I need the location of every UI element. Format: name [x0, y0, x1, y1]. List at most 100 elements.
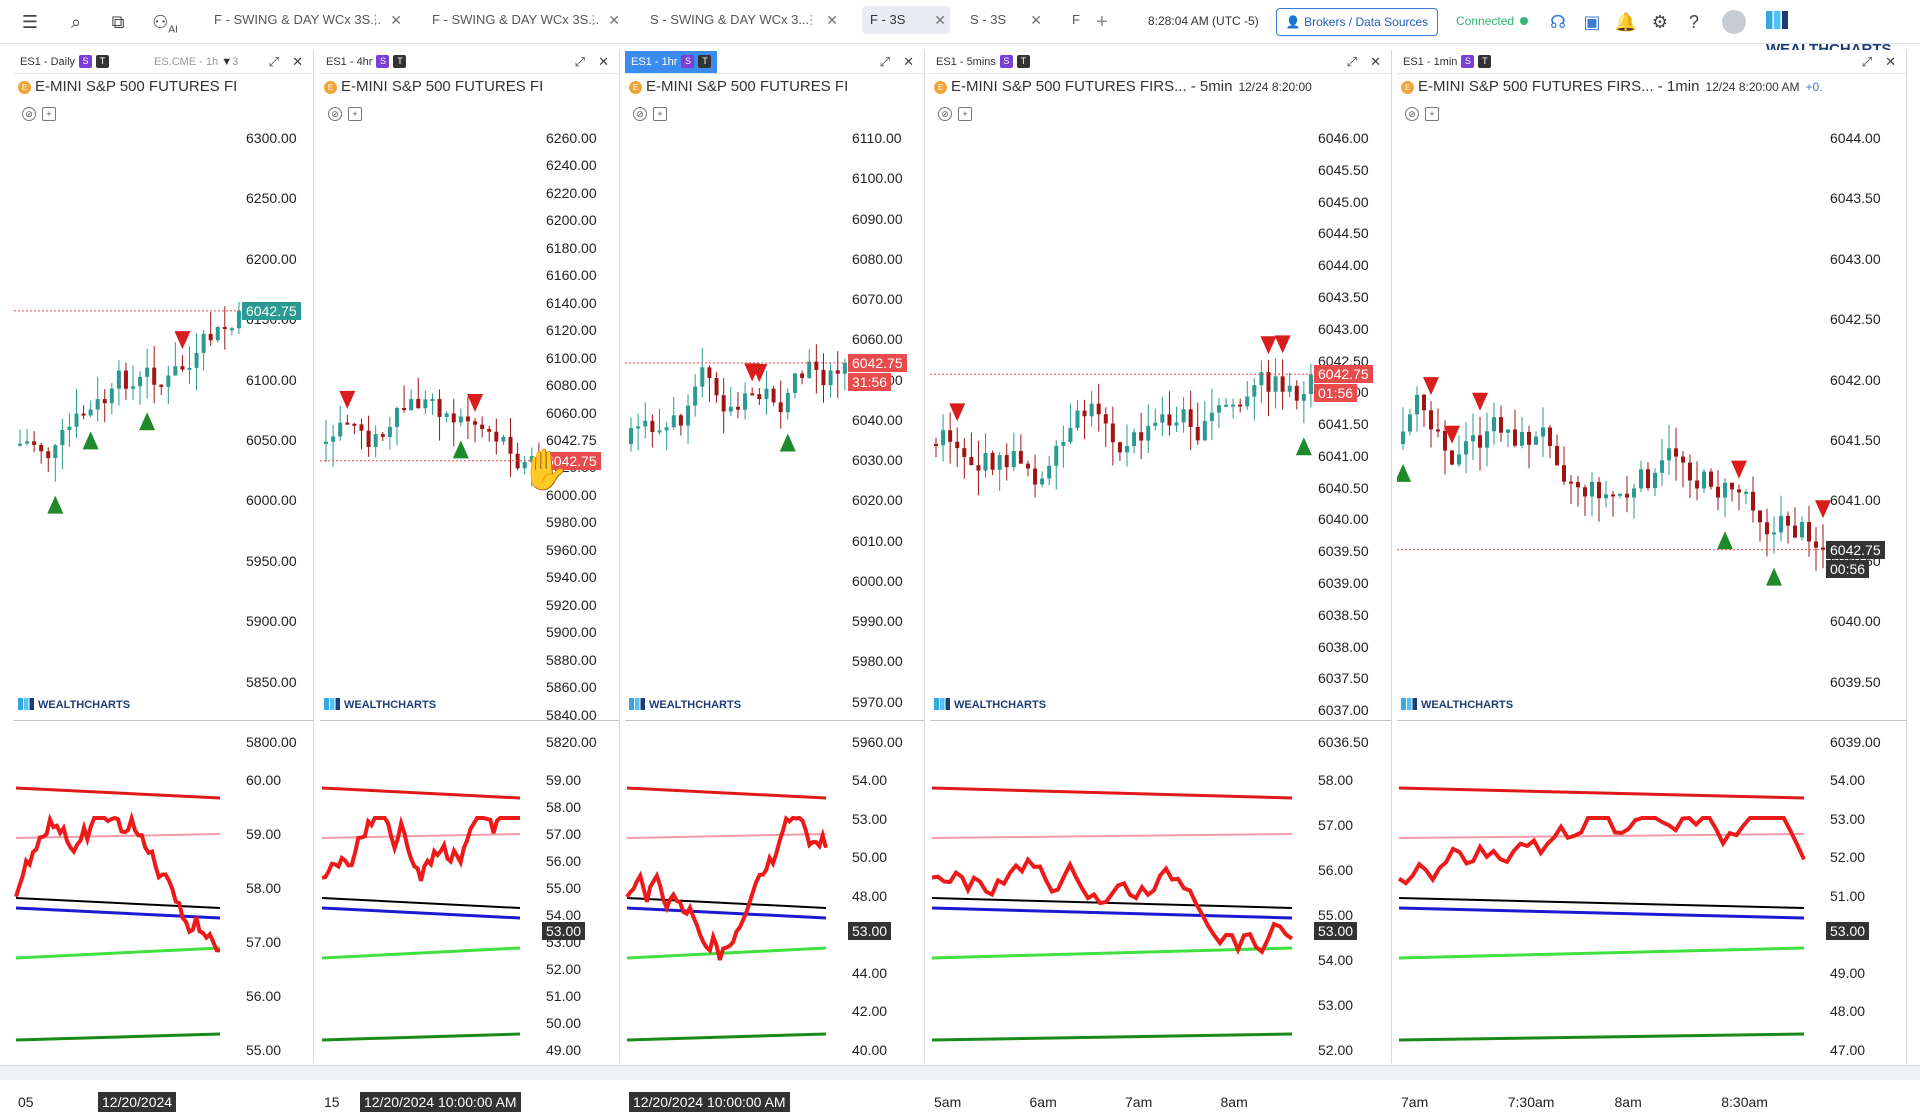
- hide-indicators-icon[interactable]: ⊘: [938, 107, 952, 121]
- price-axis-tick: 6040.00: [1830, 613, 1881, 630]
- panel-title[interactable]: ES1 - 1min S T: [1403, 54, 1492, 70]
- hide-indicators-icon[interactable]: ⊘: [1405, 107, 1419, 121]
- layout-tab-5[interactable]: S - 3S ✕: [962, 6, 1046, 34]
- tab-close-icon[interactable]: ✕: [608, 12, 620, 28]
- tool-badge-icon[interactable]: T: [698, 55, 712, 68]
- candle: [1422, 394, 1426, 411]
- candle: [1308, 374, 1313, 394]
- study-badge-icon[interactable]: S: [681, 55, 695, 68]
- candle: [373, 434, 378, 447]
- add-indicator-icon[interactable]: +: [42, 107, 56, 121]
- hide-indicators-icon[interactable]: ⊘: [22, 107, 36, 121]
- tool-badge-icon[interactable]: T: [1478, 55, 1492, 68]
- pane-divider[interactable]: [625, 720, 924, 721]
- layout-tab-4[interactable]: F - 3S ✕: [862, 6, 950, 34]
- study-badge-icon[interactable]: S: [1461, 55, 1475, 68]
- clock: 8:28:04 AM (UTC -5): [1148, 14, 1259, 28]
- price-chart[interactable]: [320, 124, 620, 1084]
- gear-icon[interactable]: ⚙: [1651, 12, 1669, 32]
- price-axis-tick: 5920.00: [546, 596, 597, 613]
- panel-title[interactable]: ES1 - 4hr S T: [326, 54, 407, 70]
- chart-panel[interactable]: ES1 - 4hr S T ⤢ ✕ E E-MINI S&P 500 FUTURES FI ⊘…: [320, 50, 620, 1112]
- tab-menu-icon[interactable]: ⋮: [369, 12, 382, 27]
- maximize-icon[interactable]: ⤢: [268, 54, 279, 69]
- pane-divider[interactable]: [1397, 720, 1906, 721]
- add-indicator-icon[interactable]: +: [348, 107, 362, 121]
- layout-tab-6[interactable]: F: [1064, 6, 1094, 34]
- hide-indicators-icon[interactable]: ⊘: [633, 107, 647, 121]
- save-icon[interactable]: ▣: [1583, 12, 1601, 32]
- price-axis-tick: 5900.00: [246, 613, 297, 630]
- price-chart[interactable]: [14, 124, 314, 1084]
- close-icon[interactable]: ✕: [1885, 54, 1896, 69]
- add-indicator-icon[interactable]: +: [958, 107, 972, 121]
- menu-icon[interactable]: ☰: [21, 12, 39, 32]
- symbol-label[interactable]: E E-MINI S&P 500 FUTURES FI: [324, 78, 544, 96]
- tool-badge-icon[interactable]: T: [96, 55, 110, 68]
- layout-tab-2[interactable]: F - SWING & DAY WCx 3S... ⋮ ✕: [424, 6, 624, 34]
- chart-panel[interactable]: ES1 - 1min S T ⤢ ✕ E E-MINI S&P 500 FUTURES FI…: [1397, 50, 1907, 1110]
- chart-panel[interactable]: ES1 - 1hr S T ⤢ ✕ E E-MINI S&P 500 FUTURES FI ⊘…: [625, 50, 925, 1112]
- tool-badge-icon[interactable]: T: [393, 55, 407, 68]
- linked-symbol-tab[interactable]: ES.CME - 1h ▼3: [154, 54, 238, 70]
- layout-tab-3[interactable]: S - SWING & DAY WCx 3... ⋮ ✕: [642, 6, 842, 34]
- price-axis-tick: 6042.50: [1830, 311, 1881, 328]
- tool-badge-icon[interactable]: T: [1016, 55, 1030, 68]
- help-icon[interactable]: ?: [1688, 12, 1699, 32]
- tab-close-icon[interactable]: ✕: [826, 12, 838, 28]
- brokers-button[interactable]: 👤 Brokers / Data Sources: [1276, 8, 1438, 36]
- tab-close-icon[interactable]: ✕: [934, 12, 946, 28]
- study-badge-icon[interactable]: S: [79, 55, 93, 68]
- watermark-logo-icon: [629, 698, 645, 710]
- close-icon[interactable]: ✕: [292, 54, 303, 69]
- panel-title[interactable]: ES1 - 1hr S T: [625, 51, 718, 73]
- candle: [693, 386, 698, 406]
- chevron-down-icon[interactable]: ▼: [218, 56, 233, 68]
- pane-divider[interactable]: [930, 720, 1391, 721]
- candle: [1047, 465, 1052, 479]
- add-indicator-icon[interactable]: +: [653, 107, 667, 121]
- price-chart[interactable]: [1397, 124, 1907, 1084]
- close-icon[interactable]: ✕: [1370, 54, 1381, 69]
- pane-divider[interactable]: [14, 720, 313, 721]
- maximize-icon[interactable]: ⤢: [1861, 54, 1872, 69]
- symbol-label[interactable]: E E-MINI S&P 500 FUTURES FI: [18, 78, 244, 96]
- layout-tab-1[interactable]: F - SWING & DAY WCx 3S... ⋮ ✕: [206, 6, 406, 34]
- search-icon[interactable]: ⌕: [70, 12, 82, 32]
- tab-close-icon[interactable]: ✕: [1030, 12, 1042, 28]
- symbol-label[interactable]: E E-MINI S&P 500 FUTURES FIRS... - 5min 12…: [934, 78, 1316, 96]
- tab-menu-icon[interactable]: ⋮: [587, 12, 600, 27]
- add-indicator-icon[interactable]: +: [1425, 107, 1439, 121]
- status-bar: [0, 1065, 1920, 1080]
- tab-menu-icon[interactable]: ⋮: [805, 12, 818, 27]
- chart-panel[interactable]: ES1 - Daily S T ES.CME - 1h ▼3 ⤢ ✕ E E-MINI S&P…: [14, 50, 314, 1112]
- add-tab-icon[interactable]: +: [1096, 11, 1108, 33]
- ai-chart-icon[interactable]: ⚇AI: [152, 12, 178, 36]
- bell-icon[interactable]: 🔔: [1614, 12, 1638, 32]
- layouts-icon[interactable]: ⧉: [111, 12, 125, 32]
- pane-divider[interactable]: [320, 720, 619, 721]
- maximize-icon[interactable]: ⤢: [1346, 54, 1357, 69]
- chart-panel[interactable]: ES1 - 5mins S T ⤢ ✕ E E-MINI S&P 500 FUTURES F…: [930, 50, 1392, 1110]
- close-icon[interactable]: ✕: [903, 54, 914, 69]
- study-badge-icon[interactable]: S: [376, 55, 390, 68]
- panel-title[interactable]: ES1 - 5mins S T: [936, 54, 1030, 70]
- maximize-icon[interactable]: ⤢: [574, 54, 585, 69]
- candle: [331, 436, 336, 442]
- study-badge-icon[interactable]: S: [999, 55, 1013, 68]
- oscillator-axis-tick: 54.00: [852, 772, 888, 788]
- candle: [1520, 431, 1524, 446]
- community-icon[interactable]: ☊: [1550, 12, 1566, 32]
- tab-close-icon[interactable]: ✕: [390, 12, 402, 28]
- symbol-label[interactable]: E E-MINI S&P 500 FUTURES FIRS... - 1min 12…: [1401, 78, 1828, 96]
- symbol-label[interactable]: E E-MINI S&P 500 FUTURES FI: [629, 78, 850, 96]
- hide-indicators-icon[interactable]: ⊘: [328, 107, 342, 121]
- price-chart[interactable]: [625, 124, 925, 1084]
- maximize-icon[interactable]: ⤢: [879, 54, 890, 69]
- price-chart[interactable]: [930, 124, 1392, 1084]
- close-icon[interactable]: ✕: [598, 54, 609, 69]
- candle: [394, 407, 399, 427]
- oscillator-axis-tick: 50.00: [852, 849, 888, 866]
- avatar[interactable]: [1722, 10, 1746, 34]
- panel-title[interactable]: ES1 - Daily S T: [20, 54, 110, 70]
